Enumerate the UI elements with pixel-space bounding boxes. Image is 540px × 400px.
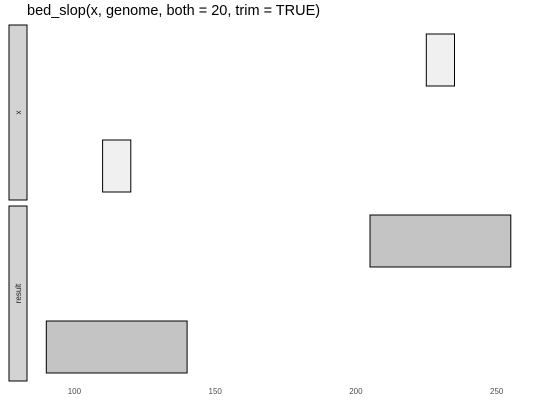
strip-result <box>8 205 28 382</box>
x-tick-label-200: 200 <box>349 387 363 396</box>
x-tick-label-150: 150 <box>209 387 223 396</box>
interval-result-2 <box>45 320 188 374</box>
interval-x-2 <box>102 139 132 193</box>
interval-x-1 <box>425 33 455 87</box>
panel-result: result <box>8 205 512 382</box>
strip-label-x: x <box>14 111 23 115</box>
panel-x: x <box>8 24 455 201</box>
x-tick-label-250: 250 <box>490 387 504 396</box>
strip-x <box>8 24 28 201</box>
interval-result-1 <box>369 214 512 268</box>
plot-title: bed_slop(x, genome, both = 20, trim = TR… <box>27 3 321 19</box>
strip-label-result: result <box>14 283 23 303</box>
x-tick-label-100: 100 <box>68 387 82 396</box>
x-axis: 100 150 200 250 <box>68 387 504 396</box>
